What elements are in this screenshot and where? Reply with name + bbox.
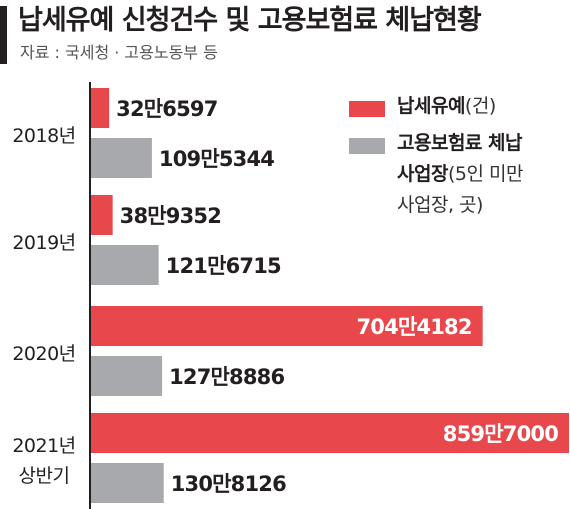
category-label: 2018년 (12, 125, 75, 147)
bar-insurance-arrears (91, 245, 159, 285)
bar-insurance-arrears (91, 463, 164, 503)
data-label: 130만8126 (171, 472, 286, 496)
bar-insurance-arrears (91, 356, 163, 396)
data-label: 121만6715 (166, 254, 281, 278)
data-label: 32만6597 (116, 97, 217, 121)
category-label: 상반기 (19, 465, 70, 487)
legend-label-insurance-arrears: 고용보험료 체납 (397, 132, 522, 154)
legend-swatch-red (349, 101, 385, 117)
legend-label-tax-deferral: 납세유예(건) (397, 95, 496, 117)
data-label: 704만4182 (356, 315, 471, 339)
bar-tax-deferral (91, 306, 483, 346)
bar-insurance-arrears (91, 138, 152, 178)
title-accent-bar (0, 6, 7, 64)
data-label: 38만9352 (120, 204, 221, 228)
chart-title: 납세유예 신청건수 및 고용보험료 체납현황 (18, 5, 482, 36)
legend-label-insurance-arrears-line2: 사업장(5인 미만 (397, 163, 523, 185)
category-label: 2020년 (12, 343, 75, 365)
data-label: 859만7000 (443, 422, 558, 446)
category-label: 2019년 (12, 232, 75, 254)
bar-tax-deferral (91, 195, 113, 235)
source-note: 자료 : 국세청 · 고용노동부 등 (20, 43, 218, 62)
bar-tax-deferral (91, 88, 110, 128)
data-label: 127만8886 (169, 365, 284, 389)
category-label: 2021년 (12, 435, 75, 457)
bar-tax-deferral (91, 413, 569, 453)
data-label: 109만5344 (159, 147, 274, 171)
legend-swatch-gray (349, 138, 385, 154)
legend-label-insurance-arrears-line3: 사업장, 곳) (397, 194, 483, 216)
